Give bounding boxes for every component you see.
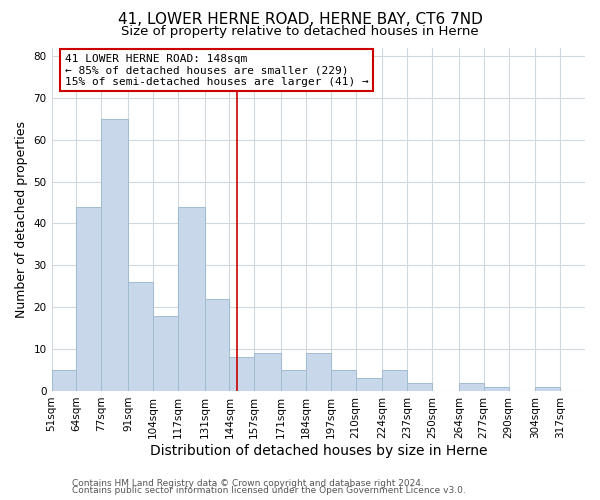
- Bar: [382, 370, 407, 391]
- Bar: [459, 382, 484, 391]
- Bar: [101, 118, 128, 391]
- Bar: [229, 358, 254, 391]
- Bar: [52, 370, 76, 391]
- Bar: [484, 387, 509, 391]
- Y-axis label: Number of detached properties: Number of detached properties: [15, 120, 28, 318]
- Text: Contains public sector information licensed under the Open Government Licence v3: Contains public sector information licen…: [72, 486, 466, 495]
- Text: Size of property relative to detached houses in Herne: Size of property relative to detached ho…: [121, 25, 479, 38]
- Text: 41 LOWER HERNE ROAD: 148sqm
← 85% of detached houses are smaller (229)
15% of se: 41 LOWER HERNE ROAD: 148sqm ← 85% of det…: [65, 54, 368, 87]
- Bar: [535, 387, 560, 391]
- X-axis label: Distribution of detached houses by size in Herne: Distribution of detached houses by size …: [149, 444, 487, 458]
- Bar: [128, 282, 153, 391]
- Bar: [331, 370, 356, 391]
- Bar: [76, 206, 101, 391]
- Bar: [281, 370, 306, 391]
- Bar: [254, 354, 281, 391]
- Text: Contains HM Land Registry data © Crown copyright and database right 2024.: Contains HM Land Registry data © Crown c…: [72, 478, 424, 488]
- Bar: [306, 354, 331, 391]
- Bar: [153, 316, 178, 391]
- Bar: [356, 378, 382, 391]
- Bar: [178, 206, 205, 391]
- Bar: [205, 299, 229, 391]
- Text: 41, LOWER HERNE ROAD, HERNE BAY, CT6 7ND: 41, LOWER HERNE ROAD, HERNE BAY, CT6 7ND: [118, 12, 482, 28]
- Bar: [407, 382, 432, 391]
